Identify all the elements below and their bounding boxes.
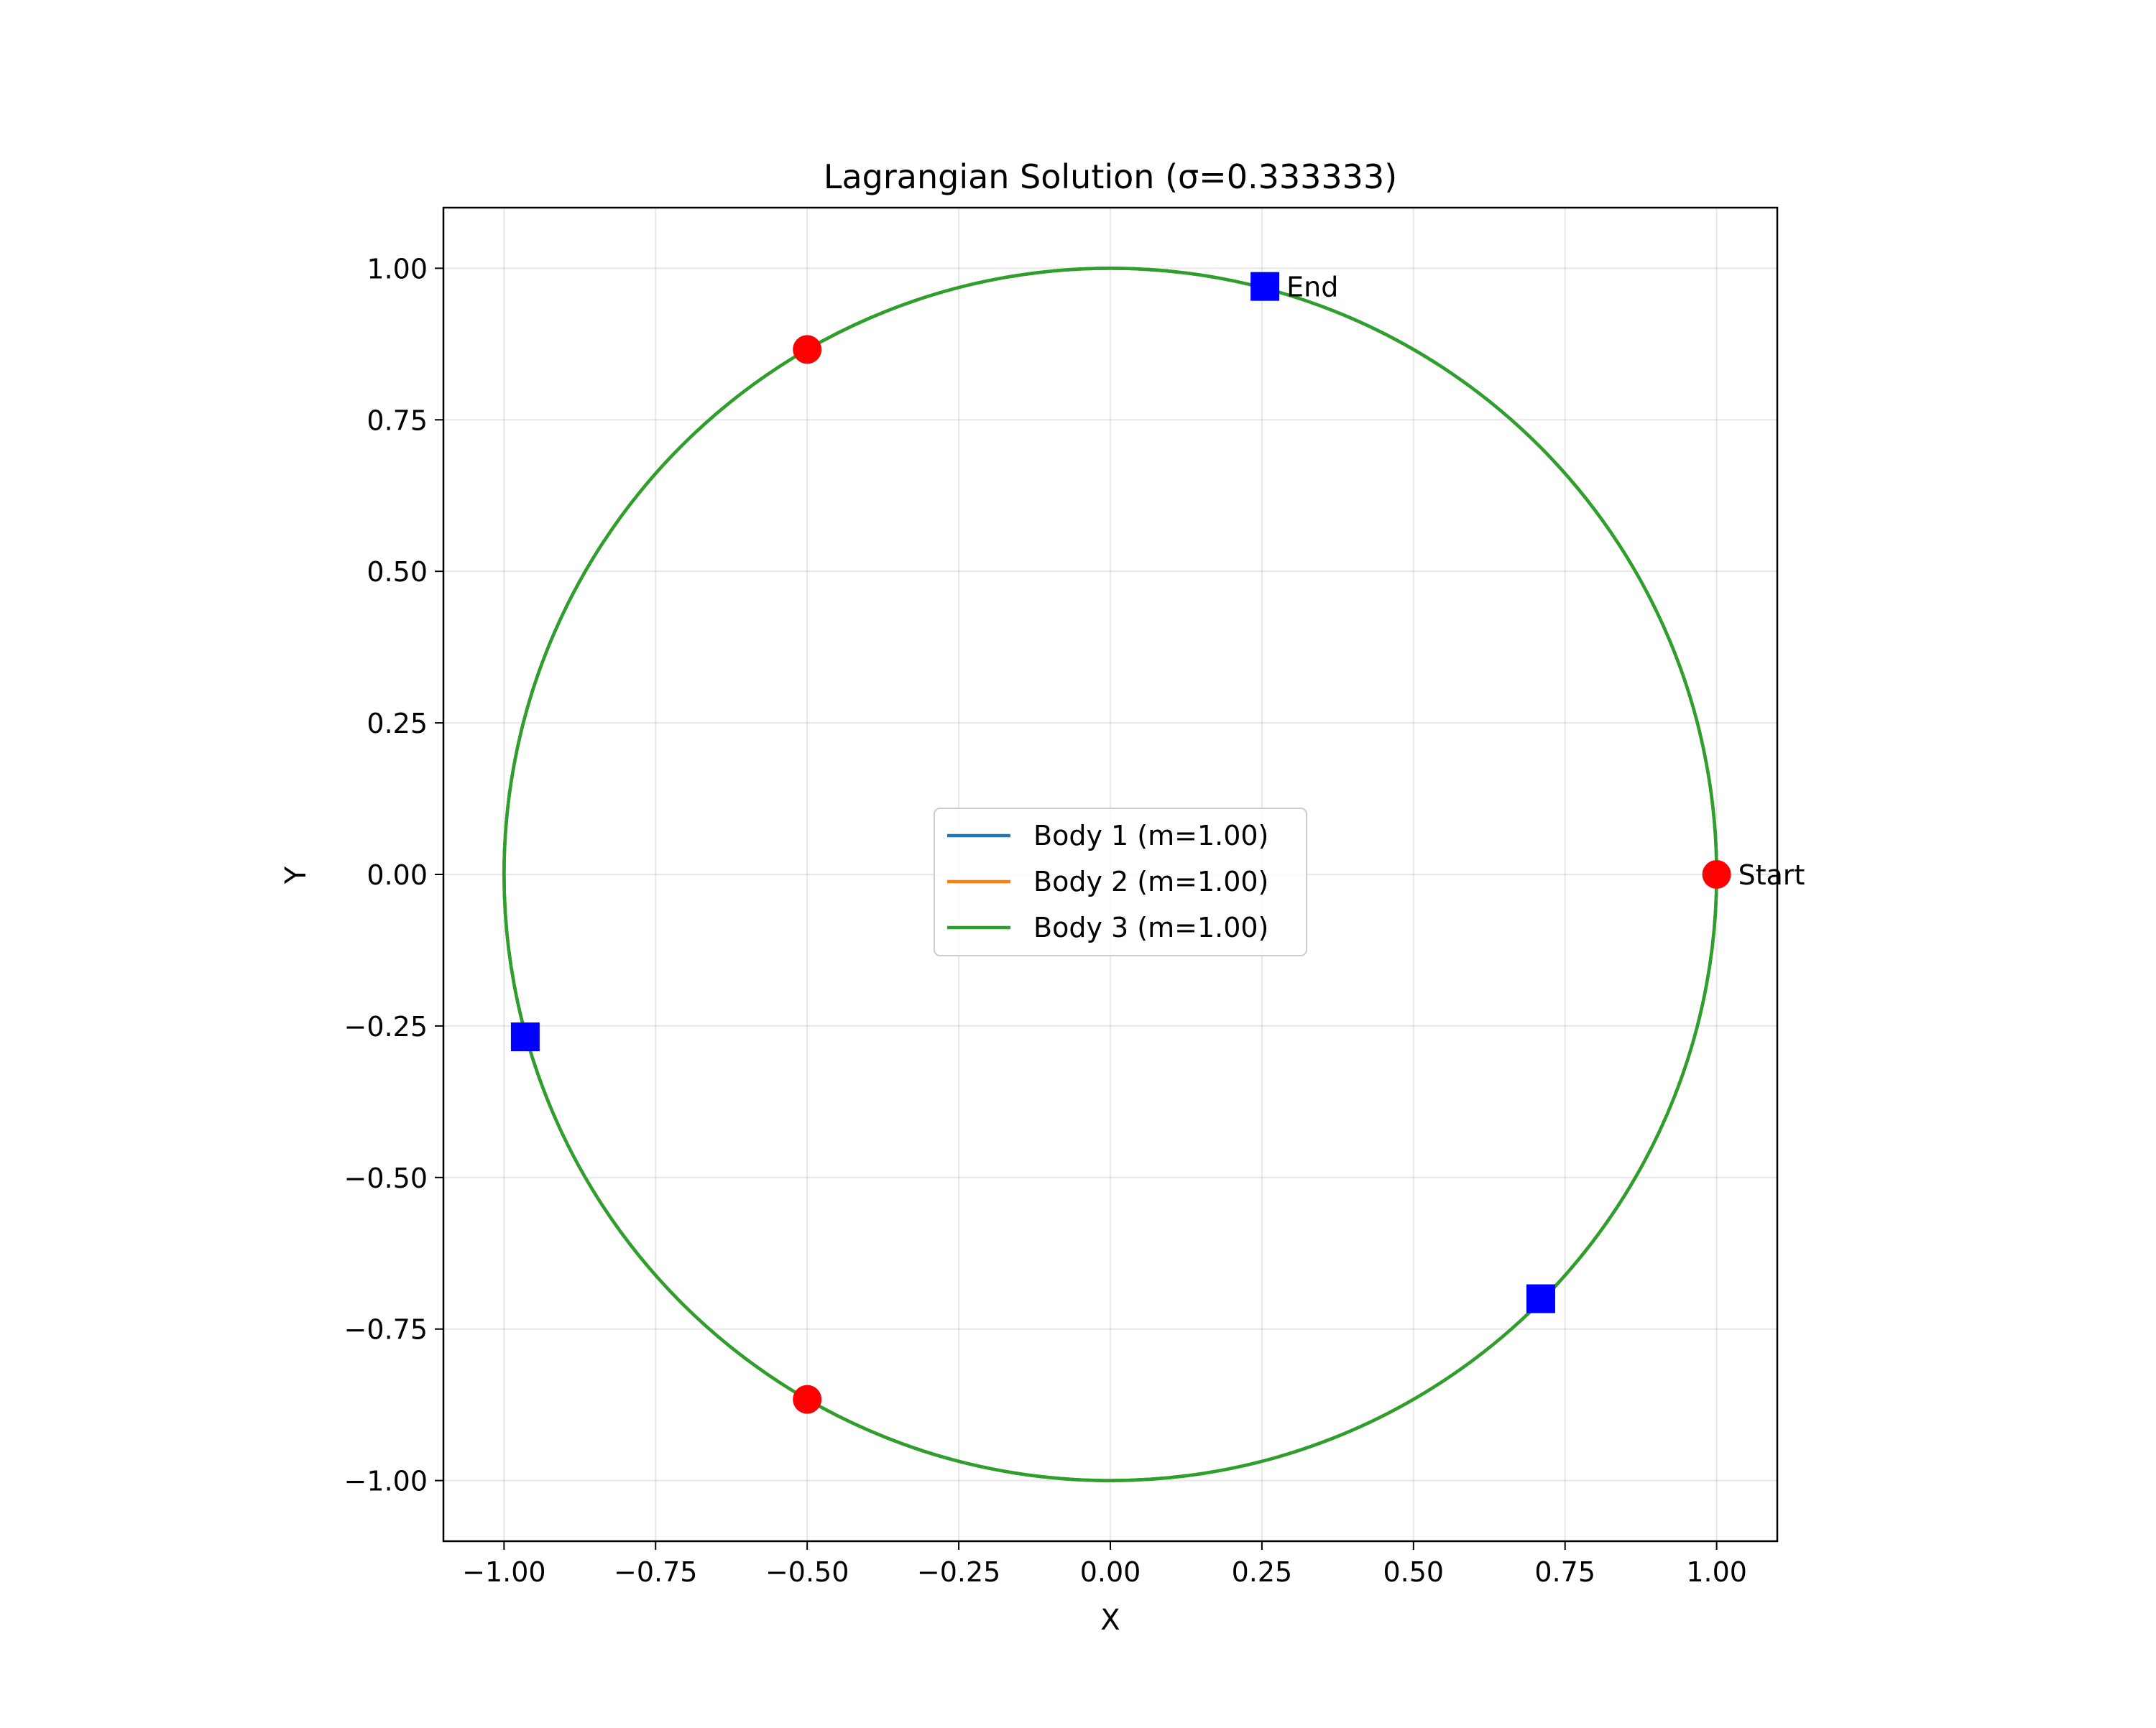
legend-label: Body 3 (m=1.00) — [1033, 912, 1268, 943]
x-tick-label: −0.50 — [765, 1556, 849, 1588]
x-tick-label: −0.75 — [614, 1556, 697, 1588]
start-annotation: Start — [1738, 859, 1805, 891]
end-annotation: End — [1286, 272, 1338, 303]
end-marker — [1250, 272, 1280, 301]
start-marker — [793, 1385, 822, 1414]
x-tick-label: 0.50 — [1383, 1556, 1445, 1588]
y-axis-label: Y — [280, 866, 313, 884]
x-axis-label: X — [1100, 1604, 1120, 1637]
y-tick-label: −0.50 — [344, 1163, 428, 1194]
x-tick-label: 0.25 — [1232, 1556, 1293, 1588]
x-tick-label: 0.75 — [1534, 1556, 1595, 1588]
y-tick-label: 1.00 — [367, 253, 428, 285]
y-tick-label: 0.75 — [367, 405, 428, 436]
x-tick-label: 1.00 — [1686, 1556, 1747, 1588]
x-tick-label: −0.25 — [917, 1556, 1000, 1588]
x-tick-label: 0.00 — [1080, 1556, 1141, 1588]
start-marker — [793, 335, 822, 364]
y-tick-label: −0.75 — [344, 1314, 428, 1346]
y-tick-label: 0.00 — [367, 859, 428, 891]
legend: Body 1 (m=1.00) Body 2 (m=1.00) Body 3 (m=… — [934, 808, 1307, 956]
y-tick-label: 0.50 — [367, 556, 428, 588]
legend-label: Body 2 (m=1.00) — [1033, 866, 1268, 897]
marker-layer: Start End — [510, 272, 1805, 1414]
end-marker — [1526, 1284, 1555, 1313]
y-tick-label: −0.25 — [344, 1011, 428, 1043]
chart-title: Lagrangian Solution (σ=0.333333) — [824, 157, 1397, 196]
start-marker — [1702, 860, 1731, 889]
end-marker — [510, 1022, 540, 1052]
legend-box — [934, 808, 1307, 956]
x-tick-label: −1.00 — [462, 1556, 545, 1588]
ticks: −1.00 −0.75 −0.50 −0.25 0.00 0.25 0.50 0.75 1.00… — [344, 253, 1747, 1588]
y-tick-label: 0.25 — [367, 708, 428, 739]
legend-label: Body 1 (m=1.00) — [1033, 820, 1268, 851]
y-tick-label: −1.00 — [344, 1466, 428, 1497]
